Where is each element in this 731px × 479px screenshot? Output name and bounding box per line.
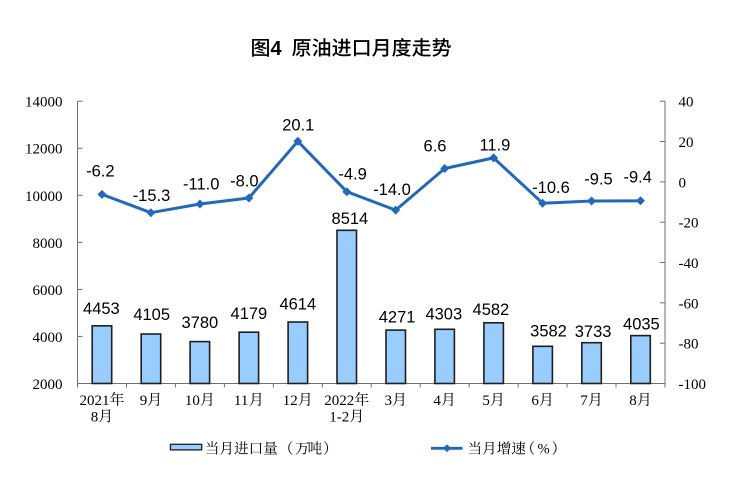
svg-text:-14.0: -14.0 — [373, 181, 411, 199]
svg-text:11: 11 — [234, 393, 248, 409]
svg-text:-20: -20 — [679, 216, 699, 232]
svg-text:3780: 3780 — [182, 314, 219, 332]
svg-text:3: 3 — [385, 393, 393, 409]
svg-text:-60: -60 — [679, 296, 699, 312]
svg-text:4453: 4453 — [83, 300, 120, 318]
svg-text:20.1: 20.1 — [282, 116, 314, 134]
svg-text:-8.0: -8.0 — [230, 172, 258, 190]
svg-text:9: 9 — [140, 393, 148, 409]
svg-text:1-2: 1-2 — [329, 409, 349, 425]
svg-text:8: 8 — [91, 409, 99, 425]
svg-text:12: 12 — [283, 393, 298, 409]
svg-text:11.9: 11.9 — [479, 136, 510, 154]
svg-text:-6.2: -6.2 — [86, 163, 114, 181]
svg-text:4303: 4303 — [425, 305, 462, 323]
svg-text:-15.3: -15.3 — [133, 187, 171, 205]
svg-text:8: 8 — [629, 393, 637, 409]
svg-text:8000: 8000 — [33, 236, 63, 252]
svg-text:4582: 4582 — [473, 301, 510, 319]
svg-text:-9.5: -9.5 — [584, 171, 612, 189]
svg-text:2021: 2021 — [80, 393, 110, 409]
svg-text:6000: 6000 — [33, 283, 63, 299]
svg-text:%: % — [538, 442, 550, 458]
svg-text:-9.4: -9.4 — [623, 169, 651, 187]
svg-text:4000: 4000 — [33, 330, 63, 346]
svg-text:2000: 2000 — [33, 377, 63, 393]
svg-text:7: 7 — [580, 393, 588, 409]
svg-text:-4.9: -4.9 — [338, 166, 366, 184]
svg-text:3582: 3582 — [530, 322, 567, 340]
svg-text:6: 6 — [531, 393, 539, 409]
svg-text:4105: 4105 — [133, 306, 170, 324]
svg-text:4035: 4035 — [623, 316, 660, 334]
svg-text:14000: 14000 — [25, 95, 63, 111]
svg-text:40: 40 — [679, 95, 694, 111]
svg-text:-80: -80 — [679, 337, 699, 353]
svg-text:3733: 3733 — [575, 323, 612, 341]
svg-text:-10.6: -10.6 — [532, 179, 570, 197]
svg-text:4: 4 — [433, 393, 441, 409]
svg-text:5: 5 — [482, 393, 490, 409]
svg-text:4179: 4179 — [231, 305, 268, 323]
svg-text:-40: -40 — [679, 256, 699, 272]
svg-text:12000: 12000 — [25, 142, 63, 158]
svg-text:10: 10 — [185, 393, 200, 409]
svg-text:6.6: 6.6 — [424, 138, 447, 156]
svg-text:4271: 4271 — [379, 308, 416, 326]
svg-text:8514: 8514 — [332, 210, 369, 228]
svg-text:-11.0: -11.0 — [183, 176, 219, 194]
svg-text:20: 20 — [679, 135, 694, 151]
svg-text:10000: 10000 — [25, 189, 63, 205]
svg-text:4614: 4614 — [279, 295, 316, 313]
svg-text:-100: -100 — [679, 377, 707, 393]
svg-text:0: 0 — [679, 175, 687, 191]
svg-text:4: 4 — [271, 38, 283, 60]
svg-text:2022: 2022 — [324, 393, 354, 409]
